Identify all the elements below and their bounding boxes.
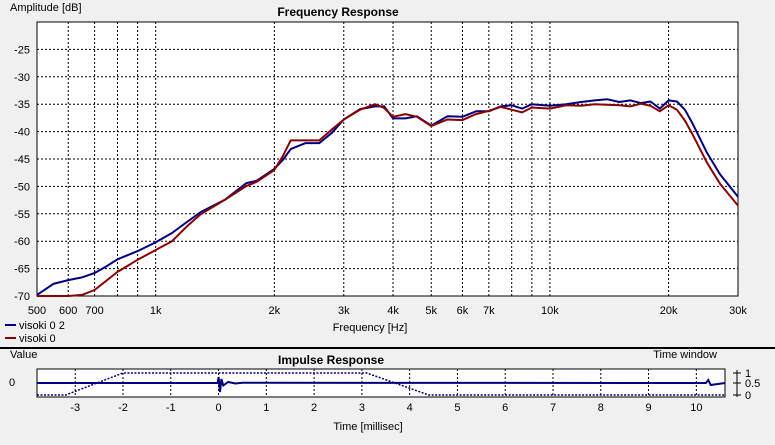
legend-label: visoki 0 2 [19,320,65,332]
fr-series-line-1 [36,98,739,296]
ir-x-tick-label: 2 [311,402,317,414]
ir-x-tick-label: 9 [645,402,651,414]
fr-x-tick-label: 2k [269,305,281,317]
fr-title: Frequency Response [277,5,399,19]
fr-x-tick-label: 600 [59,305,77,317]
fr-x-axis-label: Frequency [Hz] [333,322,408,334]
ir-impulse-line [37,376,726,393]
fr-y-tick-label: -55 [14,209,30,221]
ir-window-line [37,372,725,396]
ir-x-tick-label: 6 [502,402,508,414]
fr-y-tick-label: -30 [14,72,30,84]
ir-right-tick-label: 1 [745,368,751,380]
legend-label: visoki 0 [19,333,56,345]
fr-y-tick-label: -65 [14,264,30,276]
fr-x-tick-label: 5k [425,305,437,317]
fr-y-tick-label: -50 [14,181,30,193]
ir-x-tick-label: -3 [70,402,80,414]
fr-y-axis-label: Amplitude [dB] [10,2,82,14]
fr-x-tick-label: 700 [85,305,103,317]
ir-x-tick-label: -2 [118,402,128,414]
ir-x-axis-label: Time [millisec] [333,421,402,433]
ir-x-tick-label: 10 [690,402,702,414]
fr-y-tick-label: -60 [14,236,30,248]
ir-right-tick-label: 0.5 [745,378,760,390]
ir-y-tick-label: 0 [9,377,15,389]
ir-y-axis-label: Value [10,349,37,361]
ir-x-tick-label: 4 [407,402,413,414]
ir-x-tick-label: 5 [454,402,460,414]
fr-x-tick-label: 4k [387,305,399,317]
fr-x-tick-label: 20k [660,305,678,317]
ir-x-tick-label: 0 [215,402,221,414]
fr-x-tick-label: 500 [28,305,46,317]
fr-series-line-2 [37,102,739,297]
fr-y-tick-label: -70 [14,291,30,303]
fr-x-tick-label: 10k [541,305,559,317]
fr-y-tick-label: -25 [14,44,30,56]
fr-x-tick-label: 3k [338,305,350,317]
ir-x-tick-label: 1 [263,402,269,414]
ir-x-tick-label: -1 [166,402,176,414]
ir-x-tick-label: 7 [550,402,556,414]
fr-x-tick-label: 1k [150,305,162,317]
fr-x-tick-label: 30k [729,305,747,317]
ir-right-axis-label: Time window [653,349,717,361]
fr-x-tick-label: 6k [457,305,469,317]
ir-x-tick-label: 3 [359,402,365,414]
ir-x-tick-label: 8 [598,402,604,414]
fr-y-tick-label: -40 [14,127,30,139]
fr-y-tick-label: -45 [14,154,30,166]
ir-right-tick-label: 0 [745,390,751,402]
ir-title: Impulse Response [278,353,384,367]
fr-x-tick-label: 7k [483,305,495,317]
fr-y-tick-label: -35 [14,99,30,111]
